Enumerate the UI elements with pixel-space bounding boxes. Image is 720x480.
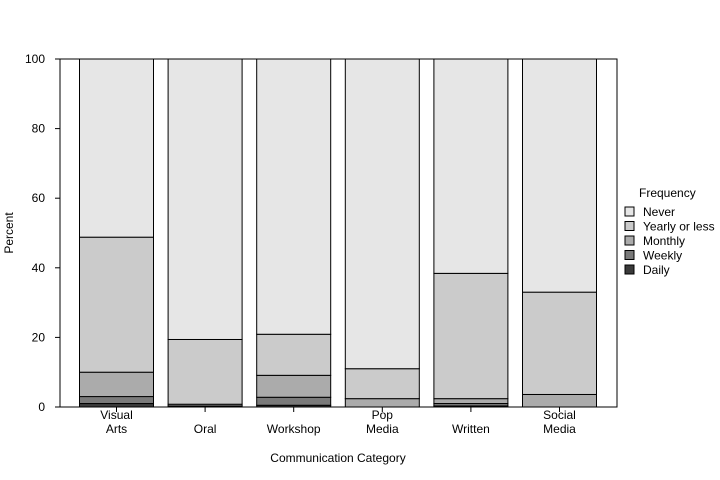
bar-segment-never — [344, 58, 420, 370]
y-tick-label: 40 — [32, 261, 46, 275]
x-axis-title: Communication Category — [270, 451, 405, 465]
bar-segment-yearly-or-less — [433, 272, 509, 400]
legend-swatch — [624, 235, 635, 246]
legend-label: Weekly — [643, 249, 682, 263]
x-tick-label: Social Media — [543, 408, 576, 436]
bar-segment-monthly — [433, 398, 509, 405]
legend-label: Never — [643, 205, 675, 219]
bar-segment-yearly-or-less — [167, 338, 243, 405]
y-tick-label: 20 — [32, 330, 46, 344]
bar-segment-never — [167, 58, 243, 340]
y-tick-label: 0 — [38, 400, 45, 414]
legend-swatch — [624, 250, 635, 260]
bar-segment-never — [433, 58, 509, 274]
bar-segment-weekly — [79, 396, 154, 405]
bar-segment-monthly — [522, 393, 597, 408]
bar-segment-never — [79, 58, 154, 238]
bar-segment-yearly-or-less — [522, 291, 597, 395]
y-tick-label: 80 — [32, 122, 46, 136]
plot-frame — [59, 58, 618, 408]
x-tick-label: Oral — [194, 408, 217, 436]
legend-swatch — [624, 264, 635, 275]
x-axis: Visual Arts Oral Workshop Pop Media Written… — [100, 407, 576, 436]
y-tick-label: 60 — [32, 191, 46, 205]
bar-segment-never — [522, 58, 597, 293]
bar-segment-never — [256, 58, 332, 335]
bar-segment-weekly — [256, 396, 332, 406]
x-tick-label: Visual Arts — [100, 408, 132, 436]
bar-segment-monthly — [256, 374, 332, 398]
bars-group — [79, 58, 597, 408]
legend-label: Monthly — [643, 234, 685, 248]
bar-segment-monthly — [79, 371, 154, 398]
legend-title: Frequency — [639, 186, 696, 200]
legend-swatch — [624, 221, 635, 231]
bar-segment-yearly-or-less — [344, 368, 420, 400]
bar-segment-yearly-or-less — [256, 333, 332, 376]
x-tick-label: Pop Media — [366, 408, 399, 436]
y-tick-label: 100 — [25, 52, 45, 66]
y-axis: 0 20 40 60 80 100 — [25, 52, 60, 414]
bar-segment-daily — [79, 403, 154, 408]
legend-label: Daily — [643, 263, 670, 277]
legend-swatch — [624, 206, 635, 217]
legend-label: Yearly or less — [643, 220, 715, 234]
x-tick-label: Workshop — [267, 408, 321, 436]
x-tick-label: Written — [452, 408, 490, 436]
bar-segment-monthly — [344, 398, 420, 408]
y-axis-title: Percent — [2, 212, 16, 254]
bar-segment-yearly-or-less — [79, 236, 154, 373]
